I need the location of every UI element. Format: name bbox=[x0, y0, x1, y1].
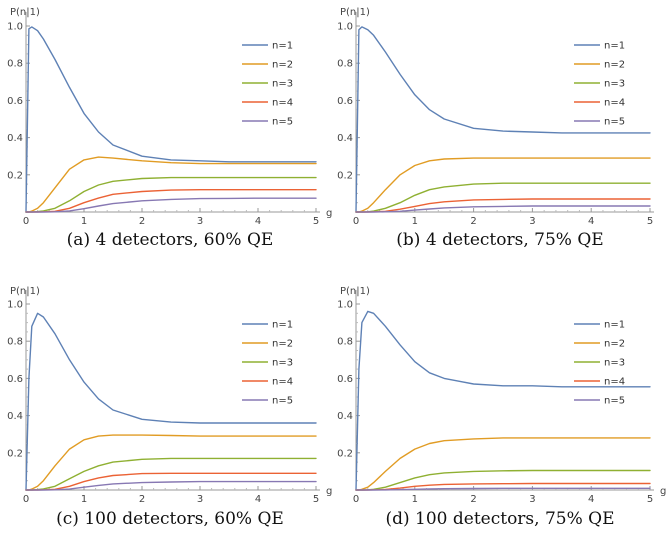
x-tick-label: 1 bbox=[412, 494, 418, 505]
y-tick-label: 0.2 bbox=[337, 170, 353, 181]
x-tick-label: 3 bbox=[529, 494, 535, 505]
y-tick-label: 0.4 bbox=[7, 411, 23, 422]
legend-label: n=4 bbox=[604, 98, 625, 109]
y-tick-label: 0.2 bbox=[7, 448, 23, 459]
series-line-n=1 bbox=[355, 310, 651, 491]
series-line-n=1 bbox=[25, 312, 317, 491]
y-tick-label: 1.0 bbox=[7, 300, 23, 311]
legend-label: n=2 bbox=[272, 60, 293, 71]
y-tick-label: 0.2 bbox=[337, 448, 353, 459]
legend-label: n=3 bbox=[604, 358, 625, 369]
legend-label: n=2 bbox=[272, 339, 293, 350]
x-tick-label: 5 bbox=[313, 494, 319, 505]
x-tick-label: 3 bbox=[197, 494, 203, 505]
y-tick-label: 0.4 bbox=[337, 133, 353, 144]
legend-label: n=3 bbox=[272, 358, 293, 369]
y-axis-label: P(n|1) bbox=[10, 7, 40, 18]
panel-c: 0 1 2 3 4 5 0.2 0.4 0.6 0.8 1.0 P(n|1) g n=1 n=2 n=3 n=4… bbox=[7, 286, 332, 529]
x-axis-label: g bbox=[660, 486, 666, 497]
panel-caption: (b) 4 detectors, 75% QE bbox=[396, 230, 603, 250]
series-line-n=5 bbox=[25, 197, 317, 213]
y-tick-label: 0.6 bbox=[337, 374, 353, 385]
series-line-n=1 bbox=[355, 26, 651, 213]
x-tick-label: 3 bbox=[197, 216, 203, 227]
x-tick-label: 4 bbox=[255, 494, 261, 505]
series-line-n=3 bbox=[355, 182, 651, 213]
legend-label: n=5 bbox=[604, 117, 625, 128]
x-tick-label: 0 bbox=[353, 216, 359, 227]
x-tick-label: 0 bbox=[23, 216, 29, 227]
x-tick-label: 5 bbox=[313, 216, 319, 227]
legend-label: n=5 bbox=[272, 396, 293, 407]
x-tick-label: 2 bbox=[139, 494, 145, 505]
legend-label: n=2 bbox=[604, 339, 625, 350]
x-tick-label: 1 bbox=[412, 216, 418, 227]
legend-label: n=3 bbox=[272, 79, 293, 90]
series-line-n=2 bbox=[355, 157, 651, 213]
x-tick-label: 0 bbox=[353, 494, 359, 505]
series-line-n=1 bbox=[25, 26, 317, 213]
y-tick-label: 0.8 bbox=[337, 59, 353, 70]
y-tick-label: 0.6 bbox=[7, 374, 23, 385]
series-line-n=5 bbox=[355, 205, 651, 213]
legend-label: n=3 bbox=[604, 79, 625, 90]
x-tick-label: 2 bbox=[470, 494, 476, 505]
x-tick-label: 3 bbox=[529, 216, 535, 227]
series-line-n=2 bbox=[25, 434, 317, 491]
x-tick-label: 0 bbox=[23, 494, 29, 505]
y-tick-label: 0.8 bbox=[7, 59, 23, 70]
x-tick-label: 1 bbox=[81, 494, 87, 505]
panel-d: 0 1 2 3 4 5 0.2 0.4 0.6 0.8 1.0 P(n|1) g n=1 n=2 n=3 n=4… bbox=[337, 286, 666, 529]
series-line-n=2 bbox=[355, 437, 651, 491]
x-tick-label: 2 bbox=[139, 216, 145, 227]
x-tick-label: 5 bbox=[647, 494, 653, 505]
y-tick-label: 1.0 bbox=[337, 300, 353, 311]
y-axis-label: P(n|1) bbox=[340, 7, 370, 18]
legend-label: n=2 bbox=[604, 60, 625, 71]
legend-label: n=1 bbox=[604, 320, 625, 331]
legend-label: n=5 bbox=[604, 396, 625, 407]
series-line-n=3 bbox=[25, 457, 317, 491]
series-line-n=3 bbox=[25, 176, 317, 213]
legend-label: n=1 bbox=[272, 320, 293, 331]
x-tick-label: 5 bbox=[647, 216, 653, 227]
series-line-n=2 bbox=[25, 156, 317, 213]
y-tick-label: 0.6 bbox=[337, 96, 353, 107]
x-tick-label: 4 bbox=[255, 216, 261, 227]
legend-label: n=4 bbox=[272, 98, 293, 109]
panel-caption: (d) 100 detectors, 75% QE bbox=[385, 509, 614, 529]
y-tick-label: 0.4 bbox=[7, 133, 23, 144]
y-axis-label: P(n|1) bbox=[340, 286, 370, 297]
x-tick-label: 4 bbox=[588, 216, 594, 227]
y-tick-label: 0.2 bbox=[7, 170, 23, 181]
series-line-n=5 bbox=[355, 487, 651, 491]
panel-caption: (c) 100 detectors, 60% QE bbox=[56, 509, 284, 529]
panel-b: 0 1 2 3 4 5 0.2 0.4 0.6 0.8 1.0 P(n|1) n=1 n=2 n=3 n=4 n… bbox=[337, 7, 654, 250]
y-tick-label: 0.8 bbox=[337, 337, 353, 348]
legend-label: n=4 bbox=[272, 377, 293, 388]
x-tick-label: 4 bbox=[588, 494, 594, 505]
legend-label: n=1 bbox=[272, 41, 293, 52]
y-tick-label: 0.6 bbox=[7, 96, 23, 107]
y-tick-label: 1.0 bbox=[337, 22, 353, 33]
panel-caption: (a) 4 detectors, 60% QE bbox=[67, 230, 274, 250]
x-tick-label: 1 bbox=[81, 216, 87, 227]
legend-label: n=4 bbox=[604, 377, 625, 388]
x-tick-label: 2 bbox=[470, 216, 476, 227]
x-axis-label: g bbox=[326, 208, 332, 219]
y-tick-label: 1.0 bbox=[7, 22, 23, 33]
series-line-n=5 bbox=[25, 480, 317, 491]
y-axis-label: P(n|1) bbox=[10, 286, 40, 297]
legend-label: n=5 bbox=[272, 117, 293, 128]
x-axis-label: g bbox=[326, 486, 332, 497]
legend-label: n=1 bbox=[604, 41, 625, 52]
y-tick-label: 0.4 bbox=[337, 411, 353, 422]
series-line-n=3 bbox=[355, 469, 651, 491]
y-tick-label: 0.8 bbox=[7, 337, 23, 348]
panel-a: 0 1 2 3 4 5 0.2 0.4 0.6 0.8 1.0 P(n|1) g n=1 n=2 n=3 n=4… bbox=[7, 7, 332, 250]
